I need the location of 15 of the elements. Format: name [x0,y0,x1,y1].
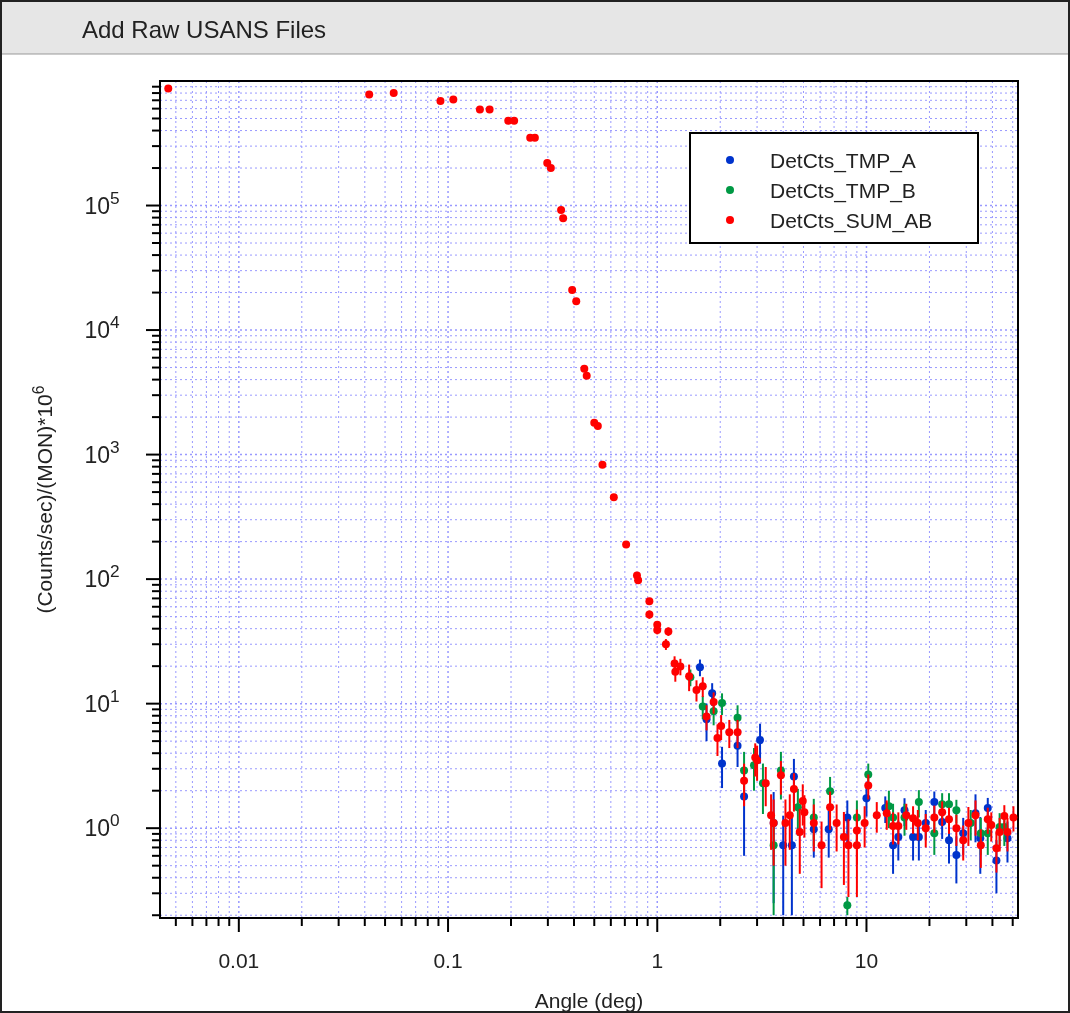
x-tick-label: 1 [651,949,664,972]
x-tick-label: 0.01 [218,949,260,972]
y-tick-label: 10$^{2}$ [84,561,120,593]
x-axis-title: Angle (deg) [534,989,644,1012]
x-tick-label: 0.1 [433,949,463,972]
legend-label: DetCts_SUM_AB [770,209,933,233]
y-tick-label: 10$^{1}$ [84,685,120,717]
chart-title: Add Raw USANS Files [82,16,327,43]
legend-label: DetCts_TMP_A [770,149,916,173]
y-tick-label: 10$^{5}$ [84,187,120,219]
y-tick-label: 10$^{0}$ [84,810,120,842]
y-tick-label: 10$^{4}$ [84,312,120,344]
legend-label: DetCts_TMP_B [770,179,916,203]
y-tick-label: 10$^{3}$ [84,436,120,468]
x-tick-label: 10 [854,949,879,972]
